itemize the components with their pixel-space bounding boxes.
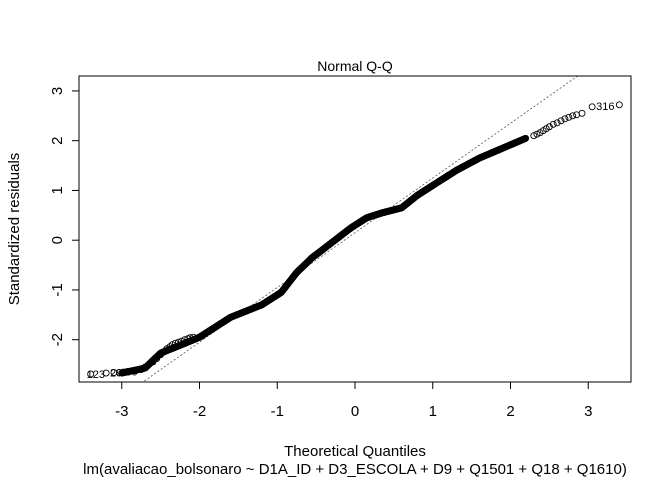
chart-title: Normal Q-Q: [317, 58, 393, 74]
qq-reference-line: [142, 76, 579, 382]
residual-point-tail: [569, 112, 577, 120]
x-axis-label: Theoretical Quantiles: [284, 443, 426, 460]
residual-point-tail: [533, 130, 541, 138]
residual-point-tail: [565, 113, 573, 121]
residual-point-tail: [153, 355, 161, 363]
residual-point-tail: [175, 338, 182, 346]
residual-point-tail: [149, 358, 157, 366]
y-tick-label: -2: [49, 333, 66, 346]
x-tick-label: 0: [351, 403, 359, 420]
x-tick-label: -3: [115, 403, 128, 420]
y-tick-label: 1: [49, 186, 66, 194]
residual-point-tail: [119, 368, 127, 376]
residual-point-tail: [557, 117, 565, 125]
residual-point-tail: [128, 367, 136, 375]
residual-point-tail: [186, 334, 194, 342]
x-axis: -3 -2 -1 0 1 2 3: [115, 381, 592, 420]
residual-point-tail: [102, 369, 110, 377]
residual-point-tail: [189, 333, 197, 341]
residual-point-tail: [123, 368, 131, 376]
x-tick-label: 1: [429, 403, 437, 420]
residual-point-tail: [110, 369, 118, 376]
residual-point: [522, 134, 530, 142]
y-tick-label: 3: [49, 87, 66, 95]
residual-point-tail: [549, 120, 557, 128]
outlier-label: 316: [596, 101, 614, 113]
y-axis-label: Standardized residuals: [6, 153, 23, 306]
residual-point-tail: [178, 337, 186, 345]
residual-point-tail: [588, 103, 596, 111]
residual-point-tail: [171, 339, 179, 347]
y-tick-label: 0: [49, 236, 66, 244]
model-formula-caption: lm(avaliacao_bolsonaro ~ D1A_ID + D3_ESC…: [83, 461, 627, 478]
x-tick-label: 3: [584, 403, 592, 420]
y-tick-label: 2: [49, 137, 66, 145]
residual-points: [87, 101, 623, 378]
residual-point-tail: [87, 370, 95, 378]
residual-point-tail: [578, 109, 586, 117]
y-axis: -2 -1 0 1 2 3: [49, 87, 80, 346]
outlier-label: 69: [126, 367, 138, 379]
residual-point-tail: [561, 115, 569, 123]
x-tick-label: -1: [271, 403, 284, 420]
residual-point-tail: [615, 101, 623, 109]
x-tick-label: -2: [193, 403, 206, 420]
outlier-label: 29: [110, 368, 122, 380]
residual-point-tail: [115, 369, 123, 376]
plot-area: 316 123 29 69: [87, 76, 623, 382]
x-tick-label: 2: [506, 403, 514, 420]
residual-point-tail: [530, 132, 538, 140]
residual-point-tail: [166, 343, 174, 351]
residual-point-tail: [553, 119, 561, 127]
outlier-label: 123: [87, 369, 105, 381]
y-tick-label: -1: [49, 283, 66, 296]
residual-point-tail: [168, 341, 176, 349]
